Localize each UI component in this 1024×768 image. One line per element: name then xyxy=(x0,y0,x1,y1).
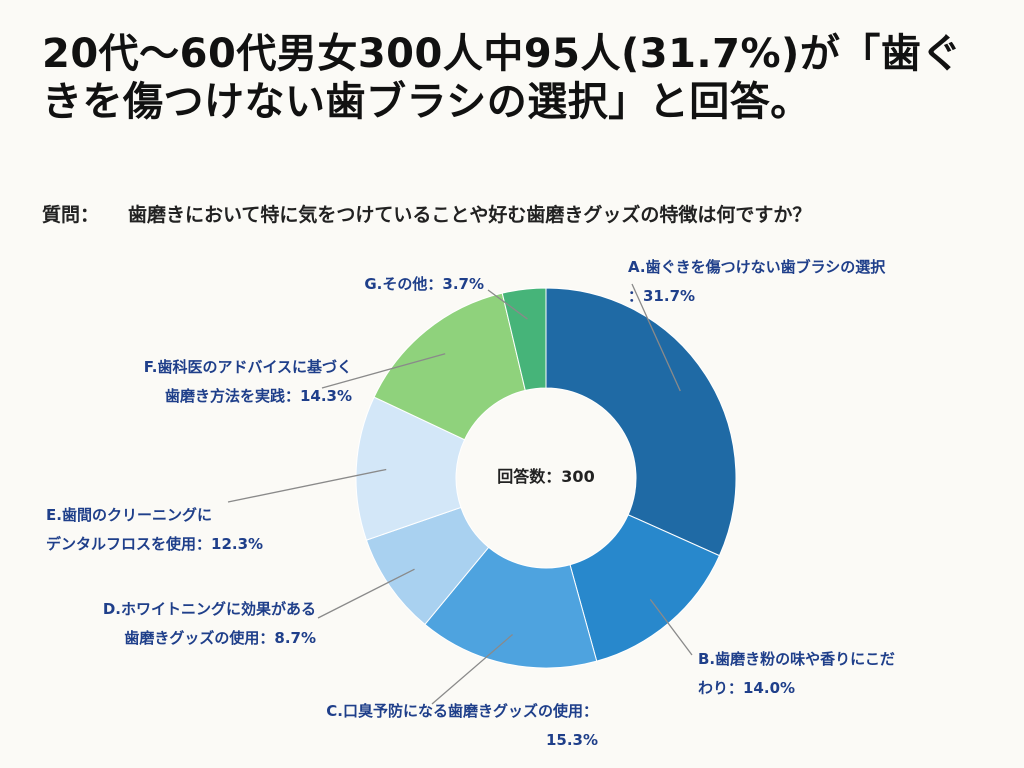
slice-label-c: C.口臭予防になる歯磨きグッズの使用： 15.3% xyxy=(326,702,598,749)
slice-label-f: F.歯科医のアドバイスに基づく歯磨き方法を実践：14.3% xyxy=(144,358,352,405)
slice-label-e: E.歯間のクリーニングにデンタルフロスを使用：12.3% xyxy=(46,506,263,553)
slice-label-g: G.その他：3.7% xyxy=(364,275,484,293)
leader-line-f xyxy=(321,353,446,389)
slice-c xyxy=(424,546,598,669)
slice-g xyxy=(501,287,547,392)
question-text: 歯磨きにおいて特に気をつけていることや好む歯磨きグッズの特徴は何ですか？ xyxy=(128,204,812,226)
slice-label-d: D.ホワイトニングに効果がある歯磨きグッズの使用：8.7% xyxy=(103,600,316,647)
question-prefix: 質問： xyxy=(42,204,100,226)
leader-line-e xyxy=(227,468,387,503)
slice-a xyxy=(545,287,737,557)
chart-title: 20代〜60代男女300人中95人(31.7%)が「歯ぐきを傷つけない歯ブラシの… xyxy=(42,31,962,125)
leader-line-b xyxy=(649,598,693,656)
slice-label-a: A.歯ぐきを傷つけない歯ブラシの選択：31.7% xyxy=(628,258,886,305)
leader-line-a xyxy=(631,283,681,392)
leader-line-c xyxy=(431,633,513,705)
slice-label-b: B.歯磨き粉の味や香りにこだわり：14.0% xyxy=(698,650,895,697)
center-label: 回答数：300 xyxy=(497,467,594,486)
leader-line-g xyxy=(487,289,528,320)
leader-line-d xyxy=(317,568,415,619)
